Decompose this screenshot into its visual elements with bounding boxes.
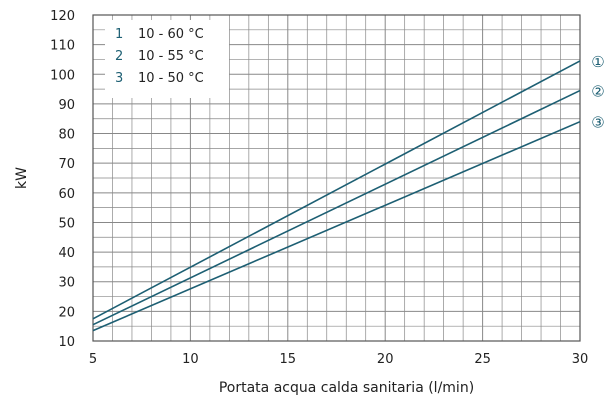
legend-item-number: 3	[115, 71, 123, 86]
y-tick-label: 20	[58, 305, 75, 320]
x-tick-label: 10	[182, 352, 199, 367]
y-axis-tick-labels: 10 20 30 40 50 60 70 80 90 100 110 120	[50, 9, 75, 350]
y-tick-label: 100	[50, 68, 75, 83]
series-end-label-1: ①	[591, 53, 604, 71]
series-end-labels: ① ② ③	[591, 53, 604, 132]
x-tick-label: 15	[280, 352, 297, 367]
legend-item-label: 10 - 60 °C	[138, 27, 204, 42]
series-lines	[92, 60, 581, 332]
legend-box	[105, 20, 229, 98]
y-tick-label: 70	[58, 157, 75, 172]
y-tick-label: 30	[58, 276, 75, 291]
y-tick-label: 80	[58, 128, 75, 143]
series-line-1	[92, 60, 581, 320]
series-end-label-3: ③	[591, 114, 604, 132]
x-axis-title: Portata acqua calda sanitaria (l/min)	[219, 380, 474, 396]
legend-item-number: 2	[115, 49, 123, 64]
x-tick-label: 20	[377, 352, 394, 367]
y-tick-label: 40	[58, 246, 75, 261]
legend: 1 10 - 60 °C 2 10 - 55 °C 3 10 - 50 °C	[105, 20, 229, 98]
x-axis-tick-labels: 5 10 15 20 25 30	[89, 352, 588, 367]
series-line-3	[92, 120, 581, 332]
y-tick-label: 90	[58, 98, 75, 113]
x-tick-label: 25	[474, 352, 491, 367]
y-tick-label: 120	[50, 9, 75, 24]
y-tick-label: 50	[58, 216, 75, 231]
legend-item-label: 10 - 50 °C	[138, 71, 204, 86]
legend-item-number: 1	[115, 27, 123, 42]
y-tick-label: 10	[58, 335, 75, 350]
x-tick-label: 30	[572, 352, 589, 367]
series-end-label-2: ②	[591, 83, 604, 101]
plot-frame	[92, 14, 581, 342]
series-line-2	[92, 89, 581, 326]
y-tick-label: 110	[50, 39, 75, 54]
legend-item-label: 10 - 55 °C	[138, 49, 204, 64]
y-tick-label: 60	[58, 187, 75, 202]
x-tick-label: 5	[89, 352, 97, 367]
y-axis-title: kW	[14, 167, 30, 189]
